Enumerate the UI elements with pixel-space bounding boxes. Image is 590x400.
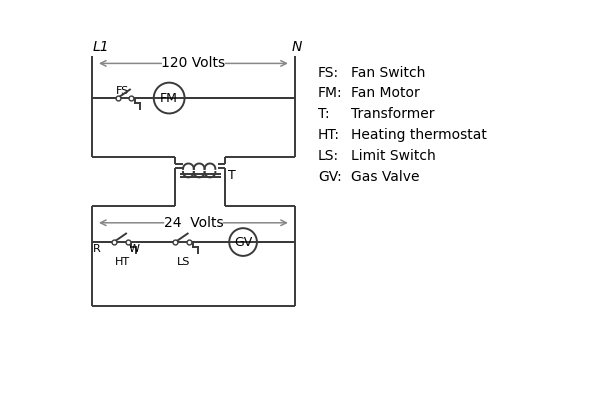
- Text: N: N: [291, 40, 302, 54]
- Text: T: T: [228, 169, 235, 182]
- Text: Transformer: Transformer: [351, 107, 434, 121]
- Text: FS: FS: [116, 86, 129, 96]
- Text: GV: GV: [234, 236, 252, 248]
- Text: LS:: LS:: [318, 149, 339, 163]
- Text: Gas Valve: Gas Valve: [351, 170, 419, 184]
- Text: Heating thermostat: Heating thermostat: [351, 128, 487, 142]
- Text: L1: L1: [92, 40, 109, 54]
- Text: 24  Volts: 24 Volts: [163, 216, 223, 230]
- Text: T:: T:: [318, 107, 329, 121]
- Text: GV:: GV:: [318, 170, 342, 184]
- Text: Fan Motor: Fan Motor: [351, 86, 419, 100]
- Text: Fan Switch: Fan Switch: [351, 66, 425, 80]
- Text: W: W: [129, 244, 139, 254]
- Text: FS:: FS:: [318, 66, 339, 80]
- Text: Limit Switch: Limit Switch: [351, 149, 435, 163]
- Text: LS: LS: [177, 258, 191, 268]
- Text: HT: HT: [114, 258, 130, 268]
- Text: FM: FM: [160, 92, 178, 104]
- Text: R: R: [93, 244, 101, 254]
- Text: HT:: HT:: [318, 128, 340, 142]
- Text: 120 Volts: 120 Volts: [161, 56, 225, 70]
- Text: FM:: FM:: [318, 86, 342, 100]
